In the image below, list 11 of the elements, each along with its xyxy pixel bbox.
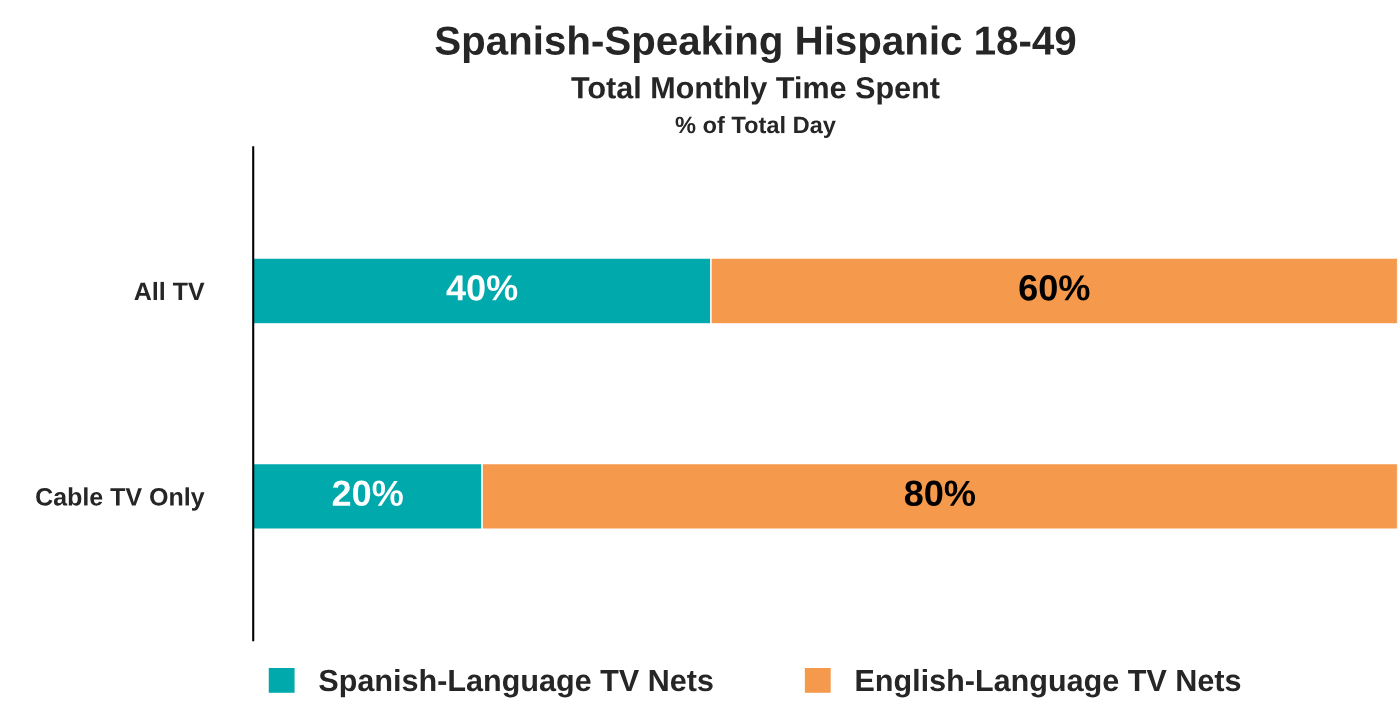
text: % of Total Day	[675, 116, 836, 139]
data-label: 20%	[332, 480, 403, 507]
y-tick-label: All TV	[134, 281, 205, 301]
data-label: 80%	[904, 480, 976, 507]
legend-label: Spanish-Language TV Nets	[319, 668, 713, 698]
data-label: 60%	[1019, 275, 1090, 301]
chart-subtitle: Total Monthly Time Spent	[571, 76, 940, 105]
data-label: 40%	[446, 275, 518, 301]
chart-title: Spanish-Speaking Hispanic 18-49	[435, 25, 1076, 64]
y-tick-label: Cable TV Only	[36, 487, 205, 511]
legend-label: English-Language TV Nets	[856, 668, 1241, 698]
